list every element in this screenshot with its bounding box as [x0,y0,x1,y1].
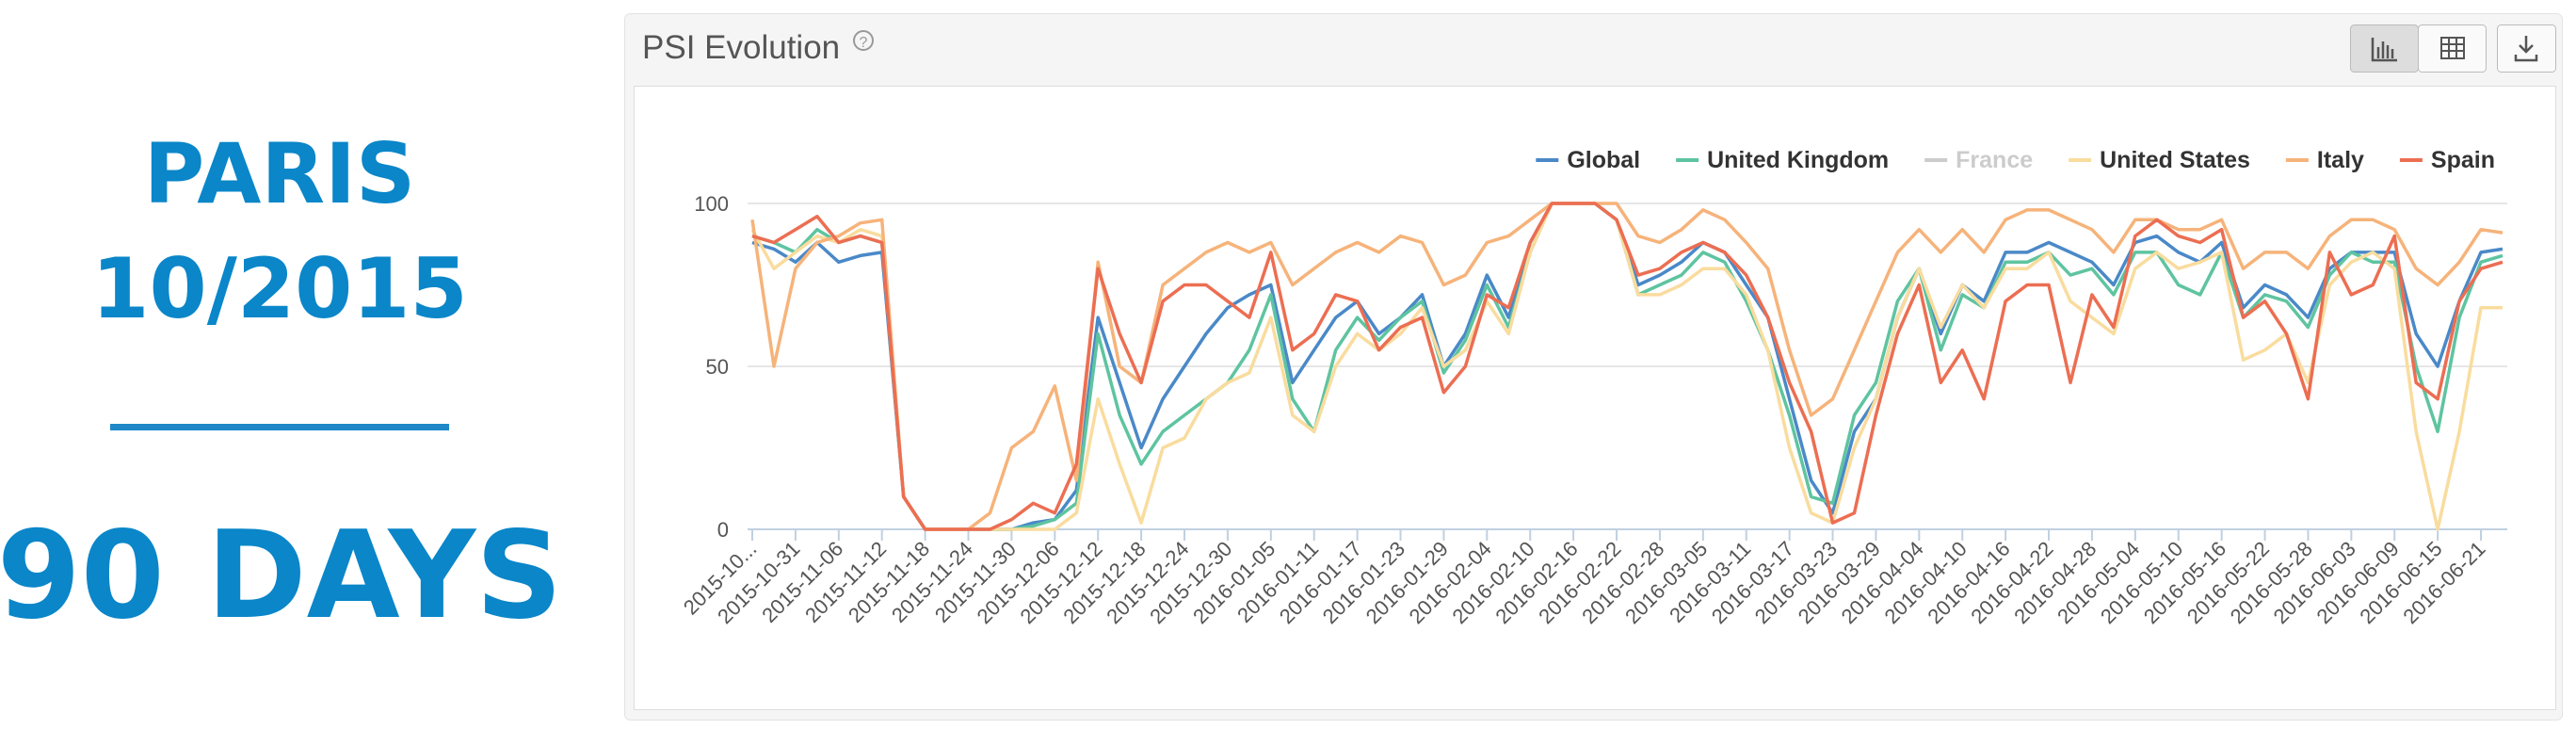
chart-title: PSI Evolution [642,29,840,66]
series-line [751,202,2504,531]
chart-icon [2371,38,2397,62]
y-tick-label: 0 [717,518,729,542]
help-icon[interactable] [853,30,874,51]
y-tick-label: 100 [694,192,729,216]
legend-label[interactable]: Italy [2317,147,2364,173]
plot-frame [634,86,2556,710]
legend-label[interactable]: United Kingdom [1707,147,1889,173]
legend-label[interactable]: United States [2100,147,2250,173]
download-icon [2514,36,2538,62]
series-line [750,202,2503,531]
y-tick-label: 50 [706,355,729,379]
series-line [750,202,2504,531]
table-view-button[interactable] [2418,24,2487,73]
toolbar [2350,24,2556,73]
table-icon [2440,37,2465,59]
legend-label[interactable]: Global [1567,147,1640,173]
help-icon-text[interactable]: ? [860,35,868,51]
legend-label[interactable]: France [1956,147,2033,173]
chart-view-button[interactable] [2350,24,2419,73]
duration: 90 DAYS [0,506,562,646]
divider [110,424,449,430]
legend-label[interactable]: Spain [2431,147,2495,173]
city: PARIS [144,125,415,222]
date: 10/2015 [91,240,468,337]
